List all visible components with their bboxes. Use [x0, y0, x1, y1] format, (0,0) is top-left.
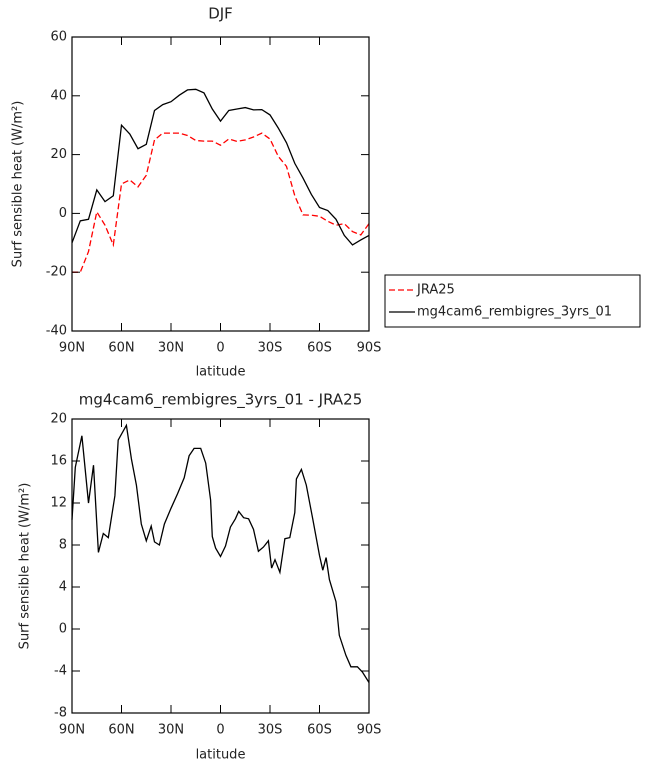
- x-tick-label: 30N: [158, 341, 184, 356]
- x-tick-label: 30S: [258, 341, 283, 356]
- y-tick-label: 12: [50, 496, 67, 511]
- legend-label: JRA25: [416, 283, 455, 298]
- x-tick-label: 60S: [307, 341, 332, 356]
- y-tick-label: 16: [50, 454, 67, 469]
- x-tick-label: 60N: [108, 723, 134, 738]
- x-tick-label: 90N: [59, 341, 85, 356]
- x-tick-label: 60S: [307, 723, 332, 738]
- plot-frame: [71, 418, 370, 714]
- y-tick-label: 60: [50, 30, 67, 45]
- y-tick-label: -40: [46, 324, 67, 339]
- y-axis-label: Surf sensible heat (W/m²): [18, 483, 33, 650]
- chart-title: DJF: [208, 5, 233, 23]
- x-tick-label: 90S: [357, 341, 382, 356]
- x-axis-label: latitude: [196, 748, 246, 763]
- x-tick-label: 60N: [108, 341, 134, 356]
- y-tick-label: 0: [59, 622, 67, 637]
- x-axis-label: latitude: [196, 365, 246, 380]
- y-tick-label: 8: [59, 538, 67, 553]
- y-tick-label: 4: [59, 580, 67, 595]
- line: [71, 423, 370, 683]
- x-tick-label: 90N: [59, 723, 85, 738]
- x-tick-label: 30S: [258, 723, 283, 738]
- y-tick-label: 20: [50, 147, 67, 162]
- legend-box: [384, 274, 641, 328]
- plot-frame: [71, 36, 370, 332]
- legend-label: mg4cam6_rembigres_3yrs_01: [417, 305, 612, 320]
- y-tick-label: -4: [54, 664, 67, 679]
- y-tick-label: -8: [54, 706, 67, 721]
- x-tick-label: 0: [216, 723, 224, 738]
- y-tick-label: -20: [46, 265, 67, 280]
- line: [72, 132, 370, 273]
- x-tick-label: 90S: [357, 723, 382, 738]
- y-axis-label: Surf sensible heat (W/m²): [11, 101, 26, 268]
- y-tick-label: 40: [50, 88, 67, 103]
- x-tick-label: 0: [216, 341, 224, 356]
- line: [71, 88, 370, 246]
- y-tick-label: 0: [59, 206, 67, 221]
- x-tick-label: 30N: [158, 723, 184, 738]
- y-tick-label: 20: [50, 412, 67, 427]
- chart-title: mg4cam6_rembigres_3yrs_01 - JRA25: [79, 391, 363, 410]
